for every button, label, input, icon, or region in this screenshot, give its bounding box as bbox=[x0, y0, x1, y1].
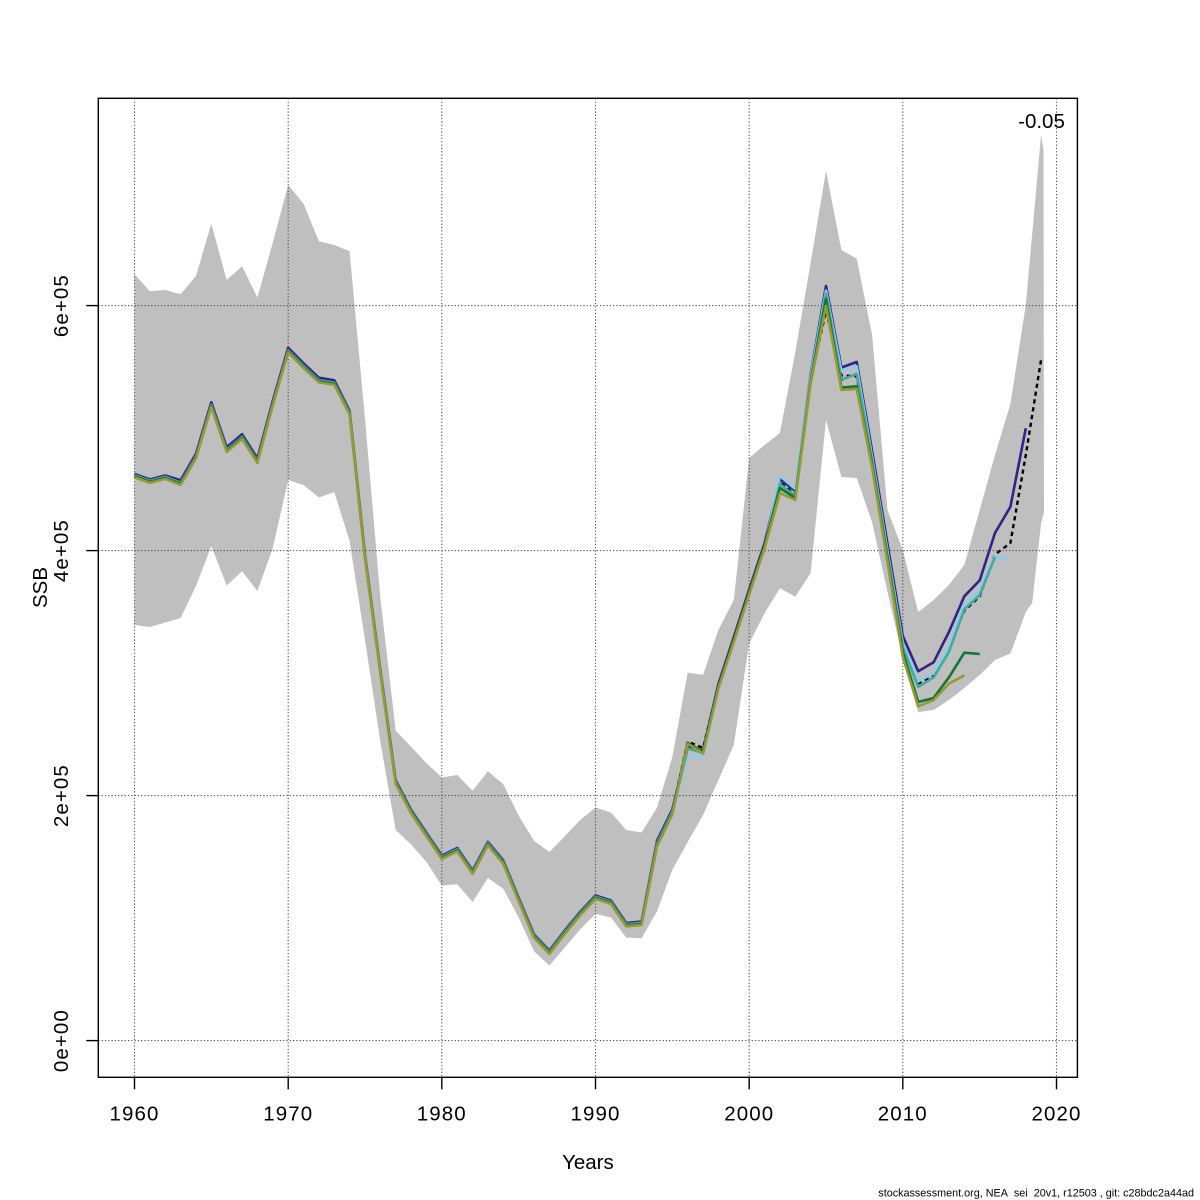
svg-text:1990: 1990 bbox=[570, 1103, 620, 1126]
svg-text:1970: 1970 bbox=[263, 1103, 313, 1126]
svg-text:Years: Years bbox=[562, 1151, 614, 1174]
svg-text:SSB: SSB bbox=[29, 567, 52, 608]
svg-text:2010: 2010 bbox=[878, 1103, 928, 1126]
svg-text:1980: 1980 bbox=[417, 1103, 467, 1126]
svg-text:2000: 2000 bbox=[724, 1103, 774, 1126]
svg-text:stockassessment.org, NEA sei: stockassessment.org, NEA sei 20v1, r1250… bbox=[878, 1188, 1194, 1200]
svg-text:2e+05: 2e+05 bbox=[50, 764, 73, 827]
svg-text:-0.05: -0.05 bbox=[1018, 110, 1065, 133]
svg-text:0e+00: 0e+00 bbox=[50, 1009, 73, 1072]
svg-text:1960: 1960 bbox=[109, 1103, 159, 1126]
svg-text:6e+05: 6e+05 bbox=[50, 274, 73, 337]
svg-text:4e+05: 4e+05 bbox=[50, 519, 73, 582]
svg-text:2020: 2020 bbox=[1031, 1103, 1081, 1126]
